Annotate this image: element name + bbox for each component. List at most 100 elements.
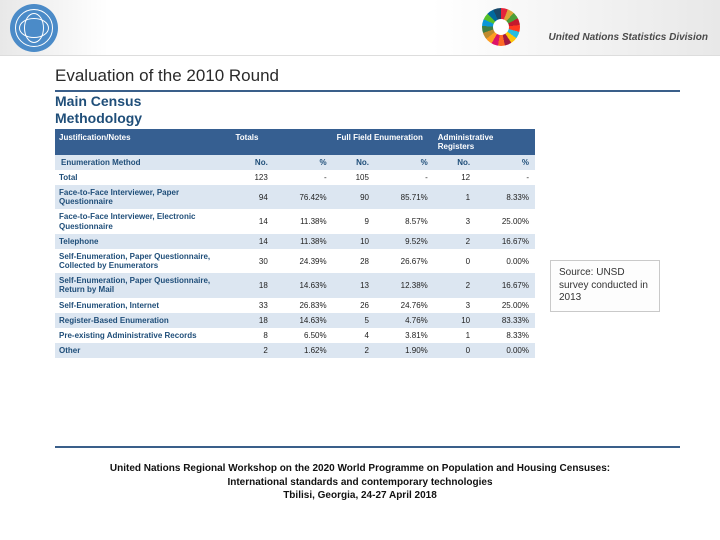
row-cell: 33 <box>231 298 273 313</box>
table-row: Total123-105-12- <box>55 170 535 185</box>
row-cell: 26 <box>333 298 375 313</box>
th-pct: % <box>476 155 535 170</box>
row-cell: 13 <box>333 273 375 297</box>
row-label: Register-Based Enumeration <box>55 313 231 328</box>
row-cell: 1.90% <box>375 343 434 358</box>
row-cell: 25.00% <box>476 298 535 313</box>
table-row: Self-Enumeration, Paper Questionnaire, C… <box>55 249 535 273</box>
bottom-rule <box>55 446 680 448</box>
row-cell: 16.67% <box>476 234 535 249</box>
row-label: Total <box>55 170 231 185</box>
row-cell: 3.81% <box>375 328 434 343</box>
division-label: United Nations Statistics Division <box>549 32 708 43</box>
row-cell: 11.38% <box>274 209 333 233</box>
row-cell: 24.39% <box>274 249 333 273</box>
row-label: Face-to-Face Interviewer, Paper Question… <box>55 185 231 209</box>
row-cell: 2 <box>231 343 273 358</box>
row-cell: 18 <box>231 313 273 328</box>
row-cell: 2 <box>434 273 476 297</box>
row-cell: 76.42% <box>274 185 333 209</box>
table-row: Pre-existing Administrative Records86.50… <box>55 328 535 343</box>
row-cell: 8.33% <box>476 185 535 209</box>
row-cell: 4 <box>333 328 375 343</box>
th-no: No. <box>333 155 375 170</box>
row-cell: 14 <box>231 209 273 233</box>
row-cell: 8.33% <box>476 328 535 343</box>
footer: United Nations Regional Workshop on the … <box>0 462 720 503</box>
row-cell: 2 <box>434 234 476 249</box>
th-totals: Totals <box>231 129 332 155</box>
table-header-row: Justification/Notes Totals Full Field En… <box>55 129 535 155</box>
row-cell: 0 <box>434 249 476 273</box>
table-body: Total123-105-12-Face-to-Face Interviewer… <box>55 170 535 359</box>
th-fullfield: Full Field Enumeration <box>333 129 434 155</box>
row-label: Self-Enumeration, Internet <box>55 298 231 313</box>
table-row: Face-to-Face Interviewer, Paper Question… <box>55 185 535 209</box>
row-cell: 1 <box>434 328 476 343</box>
row-cell: 10 <box>333 234 375 249</box>
row-cell: 11.38% <box>274 234 333 249</box>
row-cell: 10 <box>434 313 476 328</box>
row-cell: 0.00% <box>476 343 535 358</box>
row-cell: 26.83% <box>274 298 333 313</box>
table-row: Face-to-Face Interviewer, Electronic Que… <box>55 209 535 233</box>
row-cell: 12 <box>434 170 476 185</box>
footer-line2: International standards and contemporary… <box>40 476 680 490</box>
row-cell: 8.57% <box>375 209 434 233</box>
subtitle-line2: Methodology <box>55 111 680 126</box>
row-cell: 18 <box>231 273 273 297</box>
row-cell: 14.63% <box>274 273 333 297</box>
row-cell: 9 <box>333 209 375 233</box>
row-cell: 28 <box>333 249 375 273</box>
subtitle-line1: Main Census <box>55 94 680 109</box>
row-label: Self-Enumeration, Paper Questionnaire, R… <box>55 273 231 297</box>
row-cell: 14 <box>231 234 273 249</box>
row-cell: 83.33% <box>476 313 535 328</box>
row-cell: 12.38% <box>375 273 434 297</box>
row-cell: 85.71% <box>375 185 434 209</box>
census-table: Justification/Notes Totals Full Field En… <box>55 129 535 359</box>
source-note: Source: UNSD survey conducted in 2013 <box>550 260 660 312</box>
header-band: United Nations Statistics Division <box>0 0 720 56</box>
row-cell: 3 <box>434 298 476 313</box>
sdg-wheel-icon <box>482 8 520 46</box>
table-subheader-row: Enumeration Method No. % No. % No. % <box>55 155 535 170</box>
row-cell: 123 <box>231 170 273 185</box>
row-label: Other <box>55 343 231 358</box>
row-cell: - <box>375 170 434 185</box>
un-emblem-icon <box>10 4 58 52</box>
row-label: Face-to-Face Interviewer, Electronic Que… <box>55 209 231 233</box>
table-row: Telephone1411.38%109.52%216.67% <box>55 234 535 249</box>
row-cell: 9.52% <box>375 234 434 249</box>
row-cell: 8 <box>231 328 273 343</box>
table-row: Other21.62%21.90%00.00% <box>55 343 535 358</box>
table-row: Self-Enumeration, Paper Questionnaire, R… <box>55 273 535 297</box>
row-cell: 25.00% <box>476 209 535 233</box>
th-admin: Administrative Registers <box>434 129 535 155</box>
row-cell: 1.62% <box>274 343 333 358</box>
footer-line3: Tbilisi, Georgia, 24-27 April 2018 <box>40 489 680 503</box>
row-cell: 6.50% <box>274 328 333 343</box>
table-row: Register-Based Enumeration1814.63%54.76%… <box>55 313 535 328</box>
row-cell: 0 <box>434 343 476 358</box>
row-label: Pre-existing Administrative Records <box>55 328 231 343</box>
census-table-wrap: Justification/Notes Totals Full Field En… <box>55 129 535 359</box>
th-method: Enumeration Method <box>55 155 231 170</box>
row-cell: 0.00% <box>476 249 535 273</box>
th-pct: % <box>375 155 434 170</box>
row-cell: 14.63% <box>274 313 333 328</box>
content-area: Evaluation of the 2010 Round Main Census… <box>0 56 720 358</box>
th-no: No. <box>434 155 476 170</box>
th-notes: Justification/Notes <box>55 129 231 155</box>
row-cell: 30 <box>231 249 273 273</box>
row-cell: 4.76% <box>375 313 434 328</box>
th-pct: % <box>274 155 333 170</box>
row-cell: 24.76% <box>375 298 434 313</box>
row-cell: 1 <box>434 185 476 209</box>
row-cell: - <box>476 170 535 185</box>
th-no: No. <box>231 155 273 170</box>
row-cell: - <box>274 170 333 185</box>
row-cell: 16.67% <box>476 273 535 297</box>
page-title: Evaluation of the 2010 Round <box>55 66 680 92</box>
footer-line1: United Nations Regional Workshop on the … <box>40 462 680 476</box>
